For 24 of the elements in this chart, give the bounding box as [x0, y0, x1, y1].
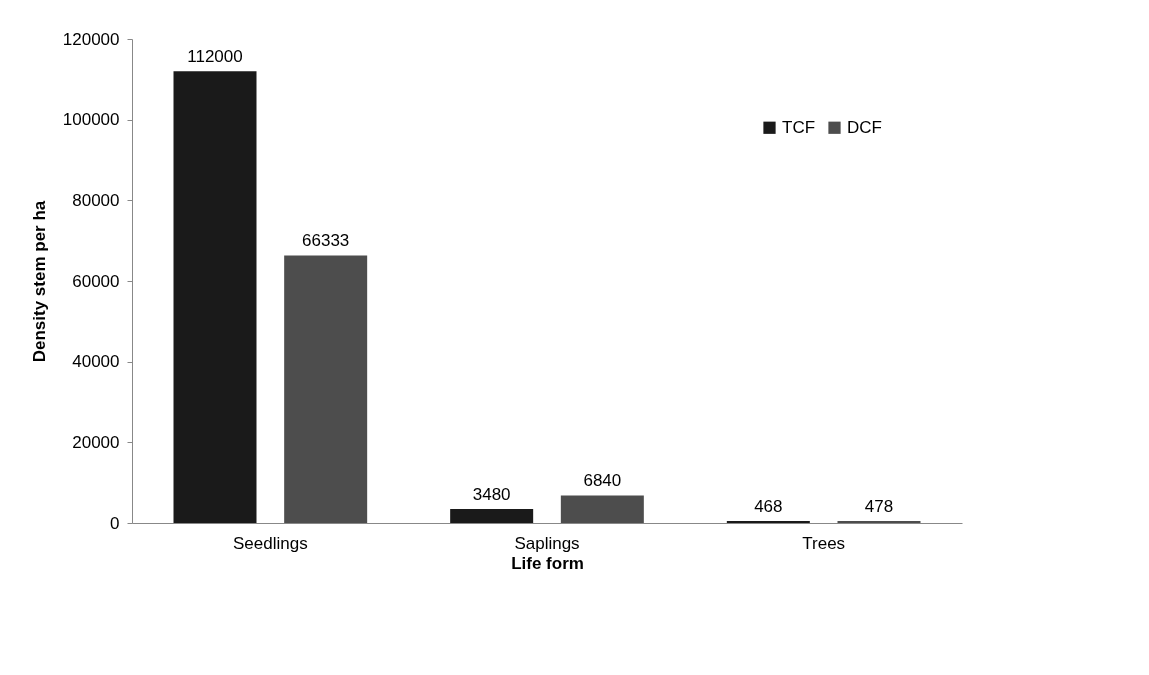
y-tick-label: 60000 [72, 271, 120, 291]
bar [284, 255, 368, 523]
y-tick-label: 120000 [62, 29, 120, 49]
data-label: 66333 [302, 231, 350, 251]
data-label: 3480 [472, 484, 511, 504]
y-axis-title: Density stem per ha [29, 200, 49, 363]
data-label: 478 [864, 497, 894, 517]
y-tick-label: 80000 [72, 190, 120, 210]
x-tick-label: Saplings [514, 533, 580, 553]
data-label: 6840 [583, 471, 622, 491]
data-label: 468 [754, 497, 783, 517]
y-tick-label: 40000 [72, 352, 120, 372]
bar [560, 495, 644, 523]
y-tick-label: 100000 [62, 110, 120, 130]
bar [450, 508, 534, 523]
legend-label: TCF [782, 117, 816, 137]
legend-label: DCF [847, 117, 882, 137]
x-axis-title: Life form [511, 553, 584, 573]
bar [173, 71, 257, 523]
y-tick-label: 20000 [72, 432, 120, 452]
data-label: 112000 [187, 47, 243, 67]
x-tick-label: Seedlings [233, 533, 308, 553]
x-tick-label: Trees [802, 533, 846, 553]
y-tick-label: 0 [110, 513, 120, 533]
